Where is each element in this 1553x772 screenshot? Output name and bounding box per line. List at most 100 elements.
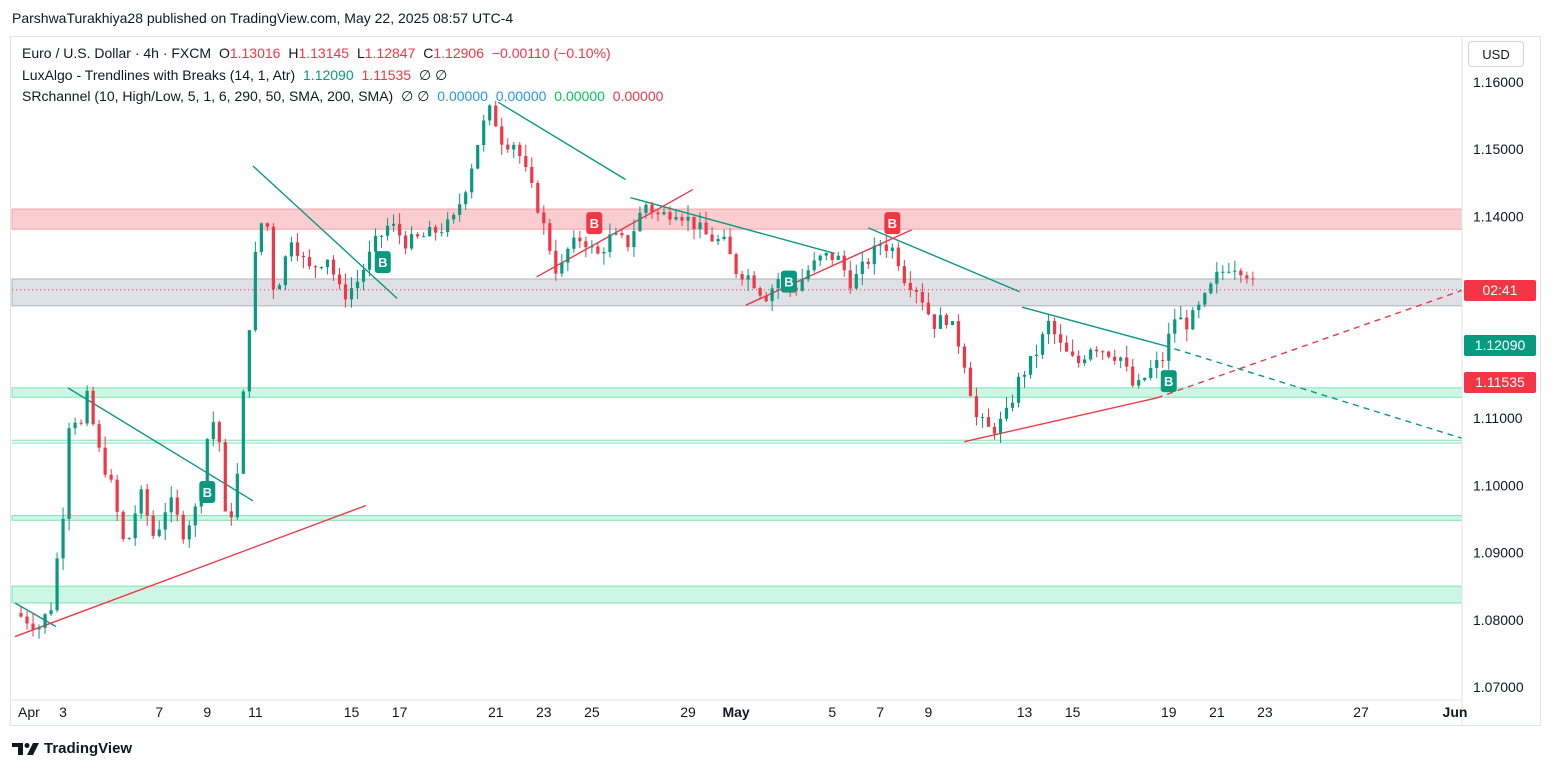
candle-body xyxy=(458,204,462,215)
indicator-1-name[interactable]: LuxAlgo - Trendlines with Breaks (14, 1,… xyxy=(22,67,296,83)
candle-body xyxy=(578,237,582,242)
trendline-teal xyxy=(14,602,57,628)
break-marker-badge xyxy=(1160,370,1177,393)
break-marker-label: B xyxy=(203,485,212,500)
time-tick-label: 21 xyxy=(1209,704,1225,720)
sr-zone-support xyxy=(11,515,1463,521)
time-tick-label: 25 xyxy=(584,704,600,720)
candle-body xyxy=(662,212,666,215)
candle-body xyxy=(313,266,318,268)
trendline-teal xyxy=(252,165,398,299)
candle-body xyxy=(1137,380,1141,386)
candle-body xyxy=(253,251,257,331)
trendline-upper-price-tag: 1.12090 xyxy=(1464,334,1536,356)
candle-body xyxy=(331,259,336,275)
legend-symbol-row[interactable]: Euro / U.S. Dollar · 4h · FXCM O1.13016 … xyxy=(22,45,615,61)
trendlines xyxy=(14,101,1463,638)
candle-body xyxy=(686,216,690,221)
candle-body xyxy=(680,217,684,221)
sr-zone-support xyxy=(11,387,1463,398)
candle-body xyxy=(1209,283,1213,294)
candle-body xyxy=(890,247,894,252)
time-tick-label: 9 xyxy=(203,704,211,720)
candle-body xyxy=(626,235,630,248)
candle-body xyxy=(914,289,918,292)
time-tick-label: 5 xyxy=(828,704,836,720)
candle-body xyxy=(530,167,534,183)
trendline-red xyxy=(14,504,367,638)
candle-body xyxy=(289,242,294,257)
candle-body xyxy=(728,236,732,255)
chart-frame xyxy=(10,36,1541,726)
candle-body xyxy=(428,227,432,237)
candle-body xyxy=(319,267,324,269)
candle-body xyxy=(542,212,546,224)
candle-body xyxy=(235,473,239,518)
candle-body xyxy=(127,538,131,540)
candle-body xyxy=(746,275,750,280)
time-tick-label: 11 xyxy=(248,704,263,720)
break-marker-badge xyxy=(374,251,391,274)
candle-body xyxy=(343,284,348,300)
candle-body xyxy=(638,212,642,232)
legend-indicator-1[interactable]: LuxAlgo - Trendlines with Breaks (14, 1,… xyxy=(22,67,451,84)
candle-body xyxy=(1077,355,1081,364)
candle-body xyxy=(139,489,143,514)
candle-body xyxy=(602,251,606,254)
candle-body xyxy=(1004,407,1009,419)
legend-symbol[interactable]: Euro / U.S. Dollar · 4h · FXCM xyxy=(22,45,212,61)
candle-body xyxy=(175,497,179,515)
time-tick-label: 13 xyxy=(1017,704,1033,720)
indicator-2-name[interactable]: SRchannel (10, High/Low, 5, 1, 6, 290, 5… xyxy=(22,88,394,104)
candle-body xyxy=(1131,366,1135,386)
candle-body xyxy=(518,144,522,157)
time-tick-label: 29 xyxy=(680,704,696,720)
candle-body xyxy=(1167,333,1171,361)
candle-body xyxy=(247,330,251,392)
candle-body xyxy=(644,204,648,213)
candle-body xyxy=(452,214,456,220)
candle-body xyxy=(1016,376,1021,403)
candle-body xyxy=(860,261,864,274)
candle-body xyxy=(842,255,846,271)
candle-body xyxy=(920,291,924,303)
candle-body xyxy=(55,558,59,611)
candle-body xyxy=(560,262,564,274)
candle-body xyxy=(37,627,41,630)
time-tick-label: Jun xyxy=(1443,704,1468,720)
candle-body xyxy=(944,315,949,325)
candle-body xyxy=(1191,310,1195,330)
candle-body xyxy=(193,506,197,526)
candle-body xyxy=(806,270,810,280)
legend-close: C1.12906 xyxy=(423,45,484,61)
indicator-1-value-2: 1.11535 xyxy=(361,67,412,83)
candle-body xyxy=(1010,402,1015,408)
candle-body xyxy=(758,288,762,296)
candle-body xyxy=(734,254,738,274)
candle-body xyxy=(301,255,306,258)
candle-body xyxy=(1185,317,1189,330)
candle-body xyxy=(740,273,744,280)
trendline-red-projection xyxy=(1156,289,1463,399)
currency-button[interactable]: USD xyxy=(1468,41,1524,67)
sr-zone-support xyxy=(11,585,1463,604)
candle-body xyxy=(205,439,209,488)
break-marker-badge xyxy=(780,270,797,293)
candle-body xyxy=(674,217,678,220)
sr-zone-neutral xyxy=(11,278,1463,307)
legend-indicator-2[interactable]: SRchannel (10, High/Low, 5, 1, 6, 290, 5… xyxy=(22,88,667,105)
candle-body xyxy=(482,120,486,146)
candle-body xyxy=(410,234,414,249)
candle-body xyxy=(620,233,624,236)
candle-body xyxy=(259,223,263,252)
candle-body xyxy=(169,497,173,513)
tradingview-logo[interactable]: TradingView xyxy=(12,740,132,757)
candle-body xyxy=(968,367,973,397)
candle-body xyxy=(145,489,149,516)
candle-body xyxy=(31,623,35,630)
candle-body xyxy=(403,235,408,249)
candle-body xyxy=(115,479,119,512)
trendline-teal-projection xyxy=(1163,344,1463,439)
price-tick-label: 1.08000 xyxy=(1473,612,1524,628)
